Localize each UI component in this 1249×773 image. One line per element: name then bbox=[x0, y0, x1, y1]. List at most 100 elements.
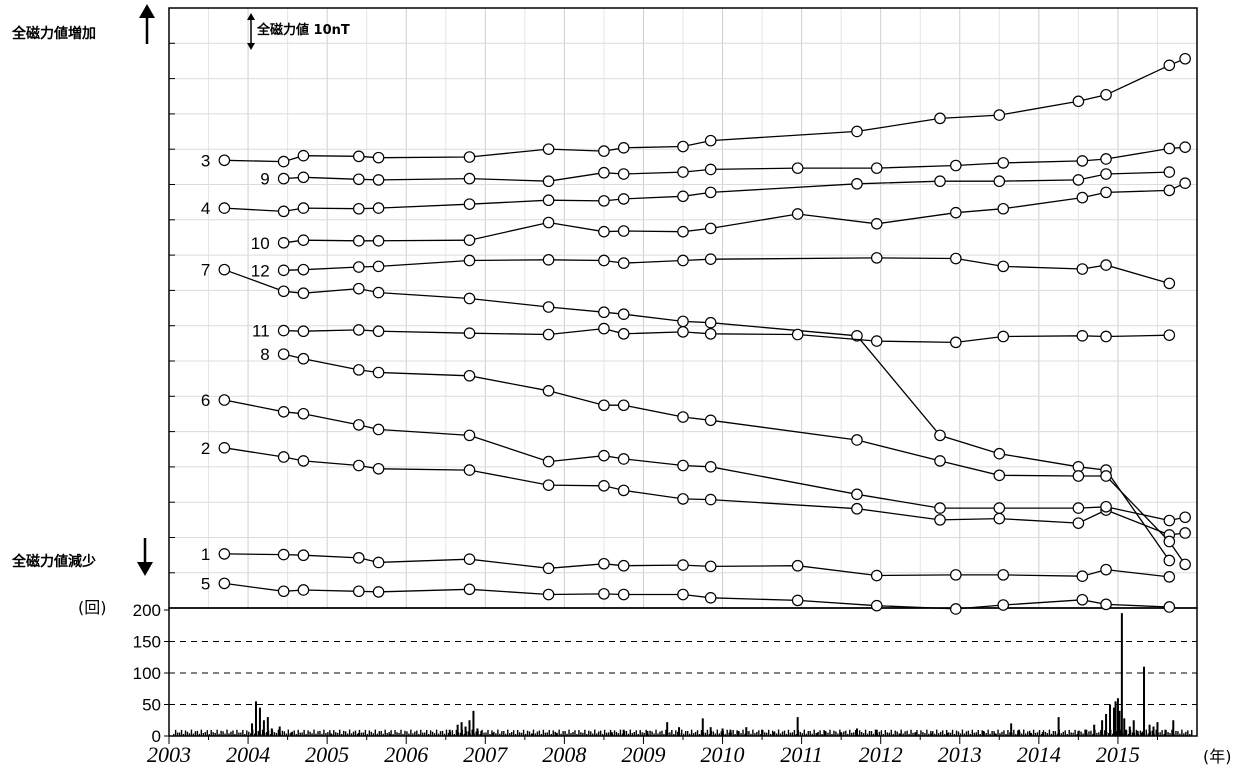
year-tick-label: 2006 bbox=[384, 742, 428, 767]
data-point bbox=[617, 142, 630, 154]
count-bar bbox=[771, 730, 774, 736]
station-label: 6 bbox=[201, 391, 210, 410]
count-bar bbox=[597, 731, 600, 736]
data-point bbox=[677, 459, 689, 472]
count-bar bbox=[514, 733, 517, 736]
count-bar bbox=[1046, 733, 1049, 736]
count-bar bbox=[702, 732, 705, 736]
count-bar bbox=[406, 731, 408, 736]
count-bar bbox=[214, 732, 216, 736]
data-point bbox=[542, 479, 555, 491]
data-point bbox=[1179, 177, 1191, 189]
data-point bbox=[851, 330, 863, 342]
data-point bbox=[704, 253, 717, 265]
count-bar bbox=[283, 731, 286, 736]
count-bar bbox=[930, 730, 932, 736]
data-point bbox=[870, 335, 883, 347]
data-point bbox=[463, 553, 476, 565]
count-bar bbox=[1113, 730, 1116, 736]
count-bar bbox=[649, 730, 651, 736]
count-bar bbox=[1187, 730, 1189, 736]
count-tick-label: 100 bbox=[133, 664, 161, 683]
count-bar bbox=[178, 732, 181, 736]
data-point bbox=[352, 324, 365, 336]
count-bar bbox=[429, 730, 432, 736]
count-bar bbox=[354, 730, 357, 736]
count-bar bbox=[1025, 733, 1027, 736]
data-point bbox=[277, 548, 290, 561]
count-bar bbox=[1117, 733, 1120, 736]
count-bar bbox=[678, 727, 681, 736]
data-point bbox=[372, 235, 385, 247]
count-bar bbox=[803, 729, 805, 736]
count-bar bbox=[335, 732, 337, 736]
count-bar bbox=[1034, 732, 1037, 736]
count-bar bbox=[977, 730, 979, 736]
count-bar bbox=[297, 729, 299, 736]
count-bar bbox=[1109, 704, 1112, 736]
count-bar bbox=[647, 733, 649, 736]
count-bar bbox=[404, 730, 406, 736]
count-bar bbox=[394, 730, 396, 736]
count-bar bbox=[1050, 733, 1053, 736]
data-point bbox=[677, 140, 689, 153]
year-tick-label: 2012 bbox=[859, 742, 903, 767]
count-bar bbox=[534, 733, 537, 736]
data-point bbox=[950, 159, 962, 172]
count-bar bbox=[712, 731, 715, 736]
data-point bbox=[950, 336, 962, 349]
data-point bbox=[463, 464, 476, 476]
data-point bbox=[277, 405, 290, 418]
station-label: 7 bbox=[201, 261, 210, 280]
series-line bbox=[224, 582, 1170, 610]
count-bar bbox=[914, 732, 916, 736]
count-bar bbox=[572, 731, 574, 736]
data-point bbox=[542, 254, 555, 266]
count-bar bbox=[837, 733, 839, 736]
count-bar bbox=[888, 732, 890, 736]
count-bar bbox=[975, 732, 977, 736]
data-point bbox=[993, 447, 1006, 460]
count-bar bbox=[319, 730, 321, 736]
count-bar bbox=[435, 729, 438, 736]
year-tick-label: 2013 bbox=[938, 742, 982, 767]
count-bar bbox=[291, 731, 293, 736]
data-point bbox=[277, 155, 290, 168]
count-bar bbox=[524, 733, 527, 736]
count-bar bbox=[586, 733, 588, 736]
scale-bar-icon bbox=[247, 13, 255, 50]
count-bar bbox=[522, 729, 525, 736]
count-bar bbox=[1191, 729, 1193, 736]
year-tick-label: 2003 bbox=[147, 742, 191, 767]
count-bar bbox=[599, 730, 602, 736]
data-point bbox=[993, 175, 1006, 188]
data-point bbox=[542, 194, 555, 207]
data-point bbox=[372, 462, 385, 475]
count-bar bbox=[1062, 731, 1064, 736]
count-bar bbox=[1021, 733, 1023, 736]
station-label: 1 bbox=[201, 545, 210, 564]
count-bar bbox=[228, 733, 230, 736]
count-bar bbox=[491, 730, 493, 736]
count-bar bbox=[635, 730, 637, 736]
count-bar bbox=[1110, 729, 1112, 736]
data-point bbox=[352, 552, 365, 564]
count-bar bbox=[172, 733, 175, 736]
count-bar bbox=[437, 733, 440, 736]
count-bar bbox=[875, 729, 878, 736]
count-bar bbox=[686, 731, 689, 736]
count-bar bbox=[811, 733, 813, 736]
count-bar bbox=[410, 729, 412, 736]
count-bar bbox=[663, 733, 665, 736]
count-tick-label: 0 bbox=[152, 727, 161, 746]
count-bar bbox=[605, 732, 608, 736]
data-point bbox=[934, 175, 946, 188]
data-point bbox=[1076, 570, 1089, 582]
data-point bbox=[598, 306, 610, 319]
data-point bbox=[950, 603, 962, 615]
count-bar bbox=[758, 730, 760, 736]
count-bar bbox=[1096, 732, 1098, 736]
data-point bbox=[218, 263, 231, 276]
count-bar bbox=[906, 730, 908, 736]
count-bar bbox=[1171, 729, 1173, 736]
